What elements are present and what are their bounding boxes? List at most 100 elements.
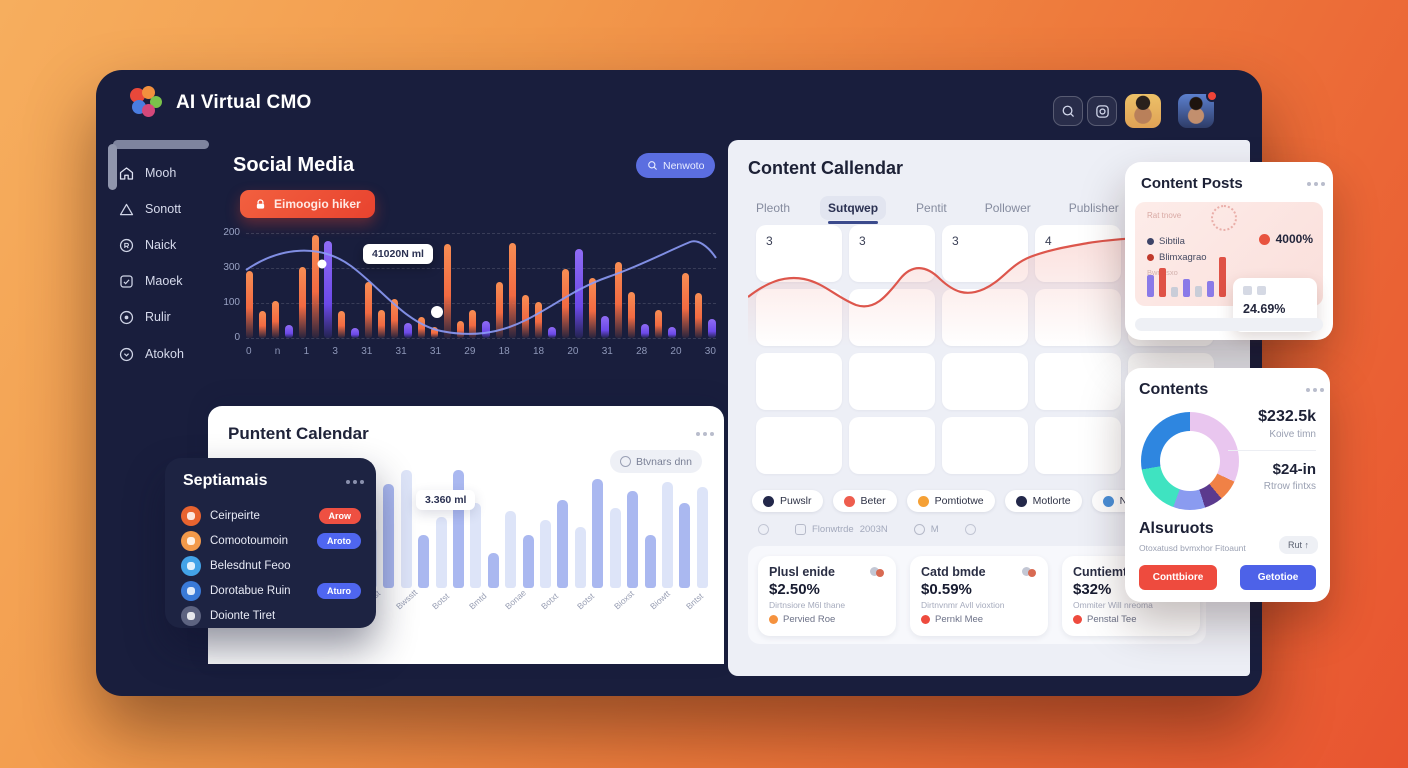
list-item-label: Dorotabue Ruin <box>210 585 291 597</box>
sidebar-item-naick[interactable]: Naick <box>118 230 208 260</box>
avatar-with-notification[interactable] <box>1178 90 1218 128</box>
chart-bar <box>469 309 477 338</box>
camera-icon-button[interactable] <box>1087 96 1117 126</box>
y-axis-tick: 300 <box>223 262 240 273</box>
legend-pill-beter[interactable]: Beter <box>832 490 897 512</box>
x-axis-label: Bioxst <box>611 588 636 612</box>
calendar-cell[interactable] <box>1035 353 1121 410</box>
calendar-cell[interactable]: 3 <box>849 225 935 282</box>
legend-pill-pomtiotwe[interactable]: Pomtiotwe <box>906 490 995 512</box>
ellipsis-menu-icon[interactable] <box>1307 182 1311 186</box>
metric-value: $2.50% <box>769 581 820 598</box>
gridline <box>246 303 716 304</box>
chart-bar <box>522 534 534 588</box>
list-item[interactable]: Doionte Tiret <box>181 604 361 628</box>
mini-bar-chart <box>1147 257 1239 297</box>
divider <box>1228 450 1316 451</box>
ellipsis-menu-icon[interactable] <box>1306 388 1310 392</box>
x-axis-tick: 30 <box>704 346 716 357</box>
chart-bar <box>298 266 306 338</box>
gridline <box>246 268 716 269</box>
sub-legend-value: 2003N <box>859 524 888 535</box>
metric-card[interactable]: Plusl enide $2.50% Dirtnsiore M6l thane … <box>758 556 896 636</box>
y-axis-tick: 0 <box>234 332 240 343</box>
circle-icon[interactable] <box>964 524 976 535</box>
sidebar-item-rulir[interactable]: Rulir <box>118 302 208 332</box>
tab-pentit[interactable]: Pentit <box>916 201 947 215</box>
chart-bar <box>378 309 386 338</box>
chart-bar <box>496 281 504 338</box>
calendar-cell[interactable] <box>942 353 1028 410</box>
scrollbar-vertical[interactable] <box>108 144 117 190</box>
september-card: Septiamais Ceirpeirte Arow Comootoumoin … <box>165 458 376 628</box>
calendar-tabs: Pleoth Sutqwep Pentit Pollower Publisher… <box>748 196 1198 224</box>
calendar-cell[interactable] <box>942 417 1028 474</box>
sidebar-item-maoek[interactable]: Maoek <box>118 266 208 296</box>
status-badge[interactable]: Arow <box>318 508 361 524</box>
ellipsis-menu-icon[interactable] <box>346 480 350 484</box>
tab-sutqwep[interactable]: Sutqwep <box>820 196 887 224</box>
chart-bar <box>284 325 293 338</box>
legend-pill-puwslr[interactable]: Puwslr <box>752 490 823 512</box>
search-pill-button[interactable]: Nenwoto <box>636 153 716 178</box>
contribute-button[interactable]: Conttbiore <box>1139 565 1217 590</box>
calendar-cell[interactable] <box>756 417 842 474</box>
chart-bar <box>1207 281 1214 297</box>
x-axis-label: Bmtd <box>466 590 489 612</box>
chart-bar <box>403 322 412 338</box>
puntent-x-axis: BxotstBwssttBotstBmtdBonaeBotxtBotstBiox… <box>358 587 710 611</box>
list-item-label: Comootoumoin <box>210 535 288 547</box>
sidebar-item-label: Sonott <box>145 202 182 216</box>
calendar-cell[interactable]: 3 <box>756 225 842 282</box>
tab-publisher[interactable]: Publisher <box>1068 201 1119 215</box>
calendar-cell[interactable] <box>849 289 935 346</box>
status-badge[interactable]: Aroto <box>317 533 361 549</box>
tab-pleoth[interactable]: Pleoth <box>756 201 791 215</box>
filter-pill-button[interactable]: Btvnars dnn <box>609 450 702 473</box>
ellipsis-menu-icon[interactable] <box>696 432 700 436</box>
calendar-cell[interactable] <box>1035 417 1121 474</box>
legend-pill-motlorte[interactable]: Motlorte <box>1004 490 1082 512</box>
list-item-label: Ceirpeirte <box>210 510 260 522</box>
tab-pollower[interactable]: Pollower <box>984 201 1031 215</box>
metric-subtitle: Dirtnsiore M6l thane <box>769 600 846 610</box>
status-badge[interactable]: Aturo <box>317 583 361 599</box>
chart-bar <box>696 486 708 588</box>
x-axis-tick: 1 <box>303 346 310 357</box>
rut-pill-button[interactable]: Rut ↑ <box>1278 536 1318 554</box>
list-item[interactable]: Belesdnut Feoo <box>181 554 361 578</box>
primary-cta-button[interactable]: Eimoogio hiker <box>240 190 375 218</box>
calendar-cell[interactable] <box>756 353 842 410</box>
chart-bar <box>258 311 266 338</box>
metric-footer: Penstal Tee <box>1087 614 1137 625</box>
chat-icon-button[interactable] <box>1053 96 1083 126</box>
stat-label: Rtrow fintxs <box>1263 481 1316 492</box>
list-item[interactable]: Ceirpeirte Arow <box>181 504 361 528</box>
list-item[interactable]: Comootoumoin Aroto <box>181 529 361 553</box>
x-axis-label: Bntst <box>683 591 706 612</box>
sidebar-item-atokoh[interactable]: Atokoh <box>118 339 208 369</box>
chart-bar <box>1183 278 1190 297</box>
sidebar-item-sonott[interactable]: Sonott <box>118 194 208 224</box>
getotioe-button[interactable]: Getotioe <box>1240 565 1316 590</box>
circle-icon[interactable] <box>758 524 769 535</box>
metric-card[interactable]: Catd bmde $0.59% Dirtnvnmr Avll vioxtion… <box>910 556 1048 636</box>
calendar-cell[interactable]: 3 <box>942 225 1028 282</box>
calendar-cell[interactable] <box>1035 289 1121 346</box>
list-item[interactable]: Dorotabue Ruin Aturo <box>181 579 361 603</box>
calendar-cell[interactable] <box>756 289 842 346</box>
stat-overlay-value: 24.69% <box>1243 302 1286 316</box>
sidebar-item-home[interactable]: Mooh <box>118 158 208 188</box>
scrollbar-horizontal[interactable] <box>113 140 209 149</box>
x-axis-tick: 31 <box>361 346 373 357</box>
channel-icon <box>181 581 201 601</box>
calendar-cell[interactable] <box>942 289 1028 346</box>
triangle-icon <box>119 203 134 215</box>
calendar-cell[interactable]: 4 <box>1035 225 1121 282</box>
calendar-cell[interactable] <box>849 353 935 410</box>
avatar[interactable] <box>1125 94 1161 128</box>
x-axis-tick: 0 <box>246 346 252 357</box>
calendar-cell[interactable] <box>849 417 935 474</box>
metric-footer: Pervied Roe <box>783 614 836 625</box>
chart-bar <box>628 291 636 338</box>
